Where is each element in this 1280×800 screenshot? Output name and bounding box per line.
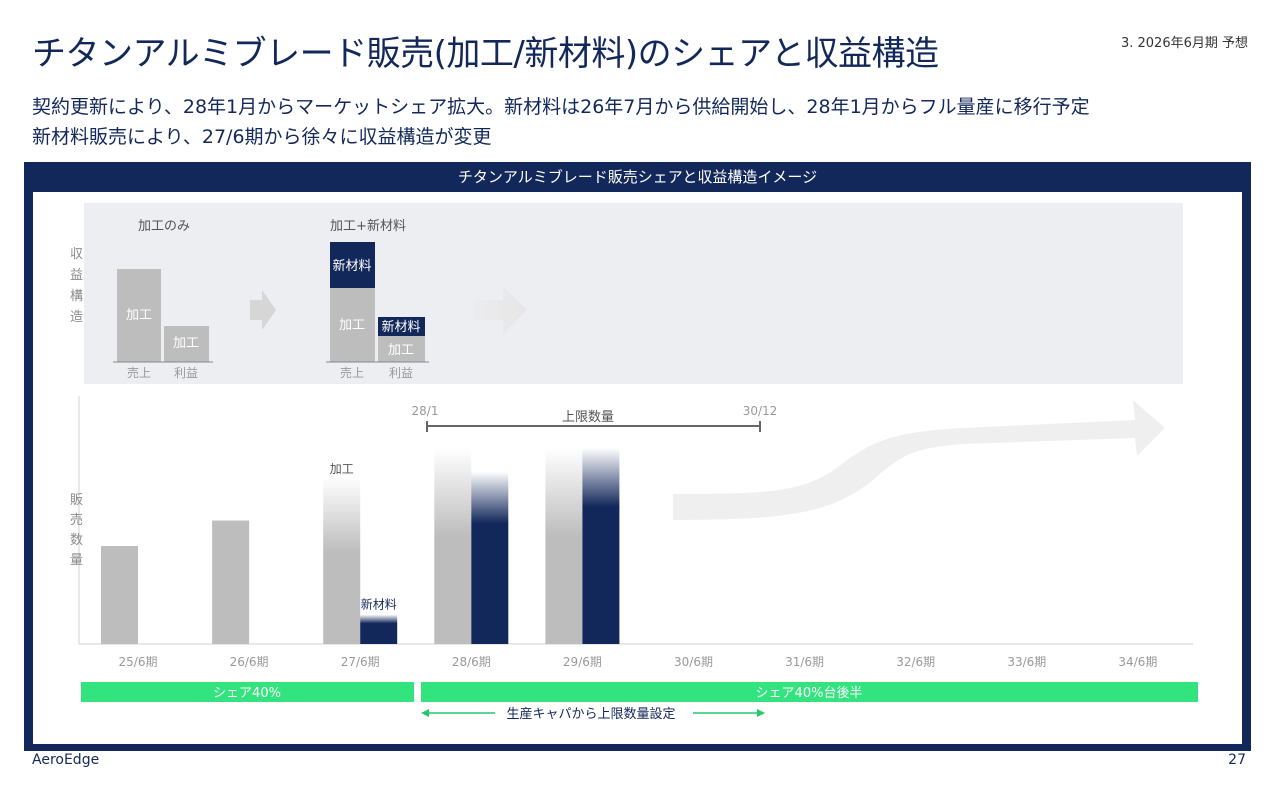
x-tick-label: 26/6期 [230,655,269,669]
left-profit-bar [164,326,209,362]
left-group-label: 加工のみ [138,219,190,234]
subtitle-line-1: 契約更新により、28年1月からマーケットシェア拡大。新材料は26年7月から供給開… [32,96,1090,118]
right-profit-processing [378,336,425,362]
share-bands: シェア40% シェア40%台後半 生産キャパから上限数量設定 [81,682,1198,722]
right-sales-material-label: 新材料 [332,258,371,274]
growth-arrow [673,400,1165,520]
profit-structure-ylabel: 収益構造 [70,247,83,325]
bar-processing [545,448,583,644]
series-label-processing: 加工 [330,462,354,476]
x-tick-label: 33/6期 [1007,655,1046,669]
x-tick-label: 32/6期 [896,655,935,669]
left-x-profit: 利益 [174,366,198,380]
profit-structure-background [84,203,1183,384]
bar-processing [434,448,472,644]
capacity-arrow-right-head [757,709,765,717]
bar-group [101,448,620,644]
share-band-2 [421,682,1198,702]
chart-svg: 収益構造 加工のみ 加工+新材料 加工 加工 売上 利益 新材料 加工 [70,203,1198,722]
right-sales-processing-label: 加工 [339,318,365,333]
x-tick-label: 31/6期 [785,655,824,669]
right-x-profit: 利益 [389,366,413,380]
subtitle-line-2: 新材料販売により、27/6期から徐々に収益構造が変更 [32,126,492,148]
x-tick-label: 28/6期 [452,655,491,669]
period-tag: 3. 2026年6月期 予想 [1120,36,1248,51]
left-profit-bar-label: 加工 [173,336,199,351]
bar-processing [212,520,250,644]
structure-arrow-1 [250,290,276,330]
chart-panel: チタンアルミブレード販売シェアと収益構造イメージ [24,162,1251,751]
sales-ylabel: 販売数量 [70,493,83,568]
share-band-1 [81,682,414,702]
right-group-label: 加工+新材料 [330,218,406,234]
left-x-sales: 売上 [127,365,151,380]
capacity-note: 生産キャパから上限数量設定 [506,706,675,722]
x-tick-label: 30/6期 [674,655,713,669]
page-title: チタンアルミブレード販売(加工/新材料)のシェアと収益構造 [32,34,939,74]
right-sales-processing [330,288,375,362]
x-tick-label: 29/6期 [563,655,602,669]
footer-company: AeroEdge [32,752,100,768]
cap-start-label: 28/1 [412,404,439,418]
panel-title: チタンアルミブレード販売シェアと収益構造イメージ [457,168,818,186]
right-sales-material [330,242,375,288]
x-tick-label: 34/6期 [1118,655,1157,669]
bar-processing [323,477,361,644]
series-label-material: 新材料 [361,597,397,612]
bar-material [471,471,509,644]
bar-material [582,448,620,644]
structure-arrow-2 [473,286,527,334]
share-band-1-label: シェア40% [213,686,281,701]
left-sales-bar-label: 加工 [126,308,152,323]
right-profit-material [378,317,425,336]
bar-material [360,614,398,644]
capacity-arrow-left-head [421,709,429,717]
cap-label: 上限数量 [562,410,614,425]
cap-end-label: 30/12 [743,404,778,418]
x-tick-label: 25/6期 [119,655,158,669]
left-sales-bar [117,269,161,362]
bar-processing [101,546,138,644]
right-x-sales: 売上 [340,365,364,380]
panel-body: 収益構造 加工のみ 加工+新材料 加工 加工 売上 利益 新材料 加工 [33,192,1242,744]
right-profit-material-label: 新材料 [381,319,420,335]
x-tick-label: 27/6期 [341,655,380,669]
x-tick-group: 25/6期 26/6期 27/6期 28/6期 29/6期 30/6期 31/6期 32/6期… [119,655,1158,669]
footer-page-number: 27 [1228,752,1246,768]
sales-volume-chart: 販売数量 28/1 30/12 上限数量 25/6期 26/6期 27/6期 28/6… [70,396,1193,669]
right-profit-processing-label: 加工 [388,343,414,358]
profit-structure: 収益構造 加工のみ 加工+新材料 加工 加工 売上 利益 新材料 加工 [70,203,1183,384]
share-band-2-label: シェア40%台後半 [756,686,863,701]
